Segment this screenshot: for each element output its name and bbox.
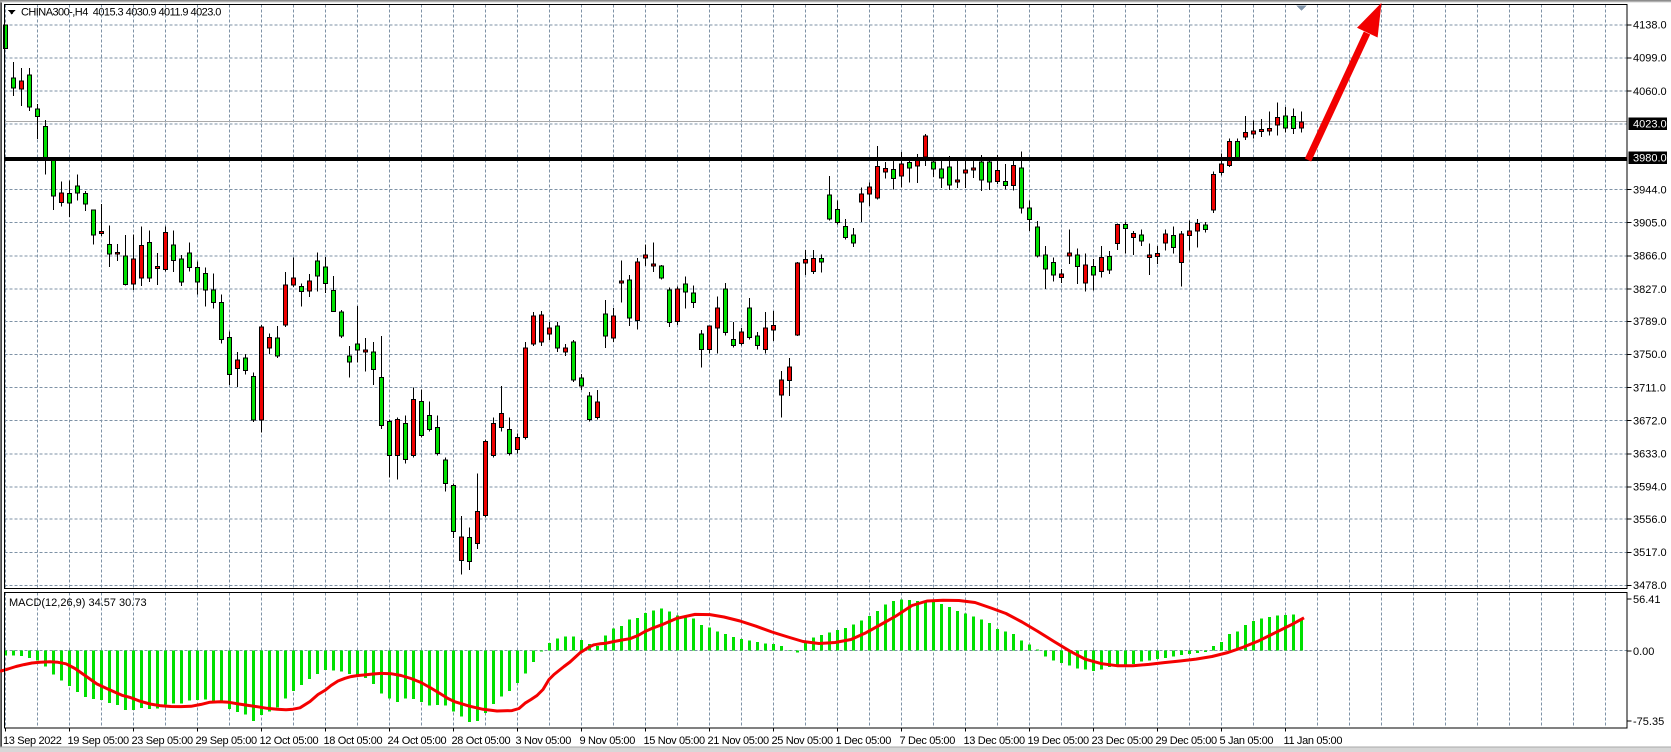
- svg-text:7 Dec 05:00: 7 Dec 05:00: [900, 735, 956, 747]
- svg-text:4023.0: 4023.0: [1633, 118, 1667, 130]
- svg-text:4138.0: 4138.0: [1633, 20, 1667, 32]
- svg-text:25 Nov 05:00: 25 Nov 05:00: [772, 735, 833, 747]
- svg-text:3905.0: 3905.0: [1633, 218, 1667, 230]
- svg-text:13 Dec 05:00: 13 Dec 05:00: [964, 735, 1025, 747]
- svg-text:MACD(12,26,9) 34.57 30.73: MACD(12,26,9) 34.57 30.73: [9, 597, 147, 609]
- svg-text:3 Nov 05:00: 3 Nov 05:00: [516, 735, 572, 747]
- svg-text:13 Sep 2022: 13 Sep 2022: [3, 735, 62, 747]
- svg-text:4060.0: 4060.0: [1633, 86, 1667, 98]
- svg-text:56.41: 56.41: [1633, 594, 1661, 606]
- svg-text:3594.0: 3594.0: [1633, 482, 1667, 494]
- svg-text:3556.0: 3556.0: [1633, 514, 1667, 526]
- svg-text:3827.0: 3827.0: [1633, 284, 1667, 296]
- svg-text:11 Jan 05:00: 11 Jan 05:00: [1284, 735, 1343, 747]
- svg-text:-75.35: -75.35: [1633, 716, 1664, 728]
- svg-text:18 Oct 05:00: 18 Oct 05:00: [324, 735, 383, 747]
- svg-text:4099.0: 4099.0: [1633, 53, 1667, 65]
- svg-text:3633.0: 3633.0: [1633, 449, 1667, 461]
- svg-text:12 Oct 05:00: 12 Oct 05:00: [260, 735, 319, 747]
- svg-text:28 Oct 05:00: 28 Oct 05:00: [452, 735, 511, 747]
- svg-text:0.00: 0.00: [1633, 646, 1654, 658]
- svg-text:3866.0: 3866.0: [1633, 251, 1667, 263]
- svg-text:24 Oct 05:00: 24 Oct 05:00: [388, 735, 447, 747]
- svg-text:29 Dec 05:00: 29 Dec 05:00: [1156, 735, 1217, 747]
- svg-text:5 Jan 05:00: 5 Jan 05:00: [1220, 735, 1274, 747]
- svg-text:9 Nov 05:00: 9 Nov 05:00: [580, 735, 636, 747]
- svg-text:3478.0: 3478.0: [1633, 580, 1667, 592]
- svg-text:3944.0: 3944.0: [1633, 184, 1667, 196]
- svg-text:1 Dec 05:00: 1 Dec 05:00: [836, 735, 892, 747]
- svg-text:19 Sep 05:00: 19 Sep 05:00: [68, 735, 129, 747]
- svg-text:23 Sep 05:00: 23 Sep 05:00: [132, 735, 193, 747]
- svg-text:15 Nov 05:00: 15 Nov 05:00: [644, 735, 705, 747]
- svg-text:3517.0: 3517.0: [1633, 547, 1667, 559]
- svg-text:21 Nov 05:00: 21 Nov 05:00: [708, 735, 769, 747]
- svg-text:CHINA300-,H4 4015.3 4030.9 40: CHINA300-,H4 4015.3 4030.9 4011.9 4023.0: [21, 7, 221, 19]
- svg-text:3980.0: 3980.0: [1633, 153, 1667, 165]
- svg-text:3789.0: 3789.0: [1633, 316, 1667, 328]
- svg-text:3711.0: 3711.0: [1633, 382, 1666, 394]
- svg-text:19 Dec 05:00: 19 Dec 05:00: [1028, 735, 1089, 747]
- svg-text:23 Dec 05:00: 23 Dec 05:00: [1092, 735, 1153, 747]
- svg-text:3672.0: 3672.0: [1633, 416, 1667, 428]
- svg-text:29 Sep 05:00: 29 Sep 05:00: [196, 735, 257, 747]
- svg-text:3750.0: 3750.0: [1633, 349, 1667, 361]
